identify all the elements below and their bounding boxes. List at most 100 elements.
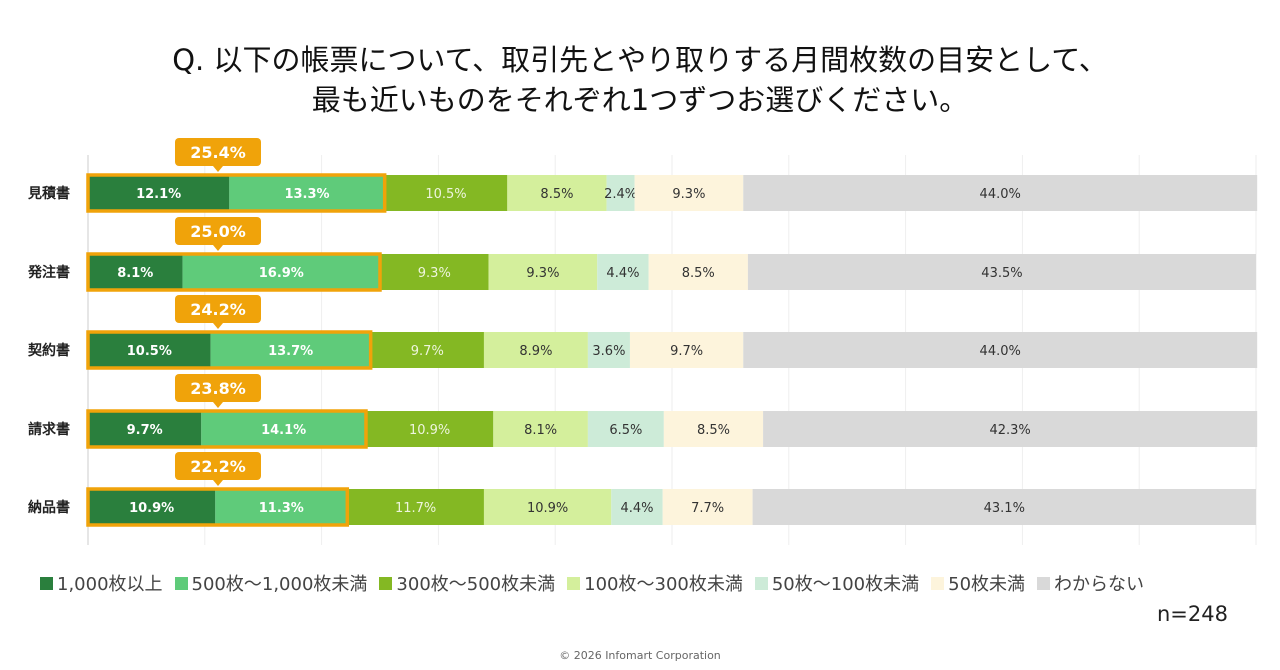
legend-item: 300枚～500枚未満 (379, 570, 555, 596)
highlight-box (86, 330, 373, 370)
title-line-1: Q. 以下の帳票について、取引先とやり取りする月間枚数の目安として、 (172, 43, 1108, 77)
data-label: 13.7% (268, 344, 313, 359)
callout-label: 25.4% (190, 143, 246, 162)
bar-segment (648, 254, 748, 290)
bar-segment (88, 175, 230, 211)
legend-swatch (931, 576, 945, 590)
data-label: 8.1% (117, 266, 153, 281)
data-label: 10.5% (425, 187, 466, 202)
data-label: 10.5% (127, 344, 172, 359)
callout-box (175, 374, 261, 402)
callout-label: 23.8% (190, 379, 246, 398)
highlight-box (86, 173, 387, 213)
data-label: 7.7% (691, 501, 724, 516)
data-label: 9.7% (411, 344, 444, 359)
bar-segment (215, 489, 348, 525)
category-label: 発注書 (27, 264, 70, 281)
data-label: 11.3% (259, 501, 304, 516)
data-label: 9.3% (672, 187, 705, 202)
data-label: 10.9% (129, 501, 174, 516)
bar-segment (763, 411, 1258, 447)
legend-swatch (40, 576, 53, 590)
bar-segment (88, 411, 202, 447)
bar-segment (347, 489, 484, 525)
data-label: 14.1% (261, 423, 306, 438)
callout-pointer (213, 166, 223, 172)
bar-segment (743, 175, 1258, 211)
callout-box (175, 138, 261, 166)
bar-segment (629, 332, 744, 368)
bar-segment (201, 411, 366, 447)
data-label: 12.1% (136, 187, 181, 202)
legend-label: 1,000枚以上 (57, 574, 163, 595)
category-label: 納品書 (28, 499, 70, 516)
legend-swatch (754, 576, 768, 590)
title-line-2: 最も近いものをそれぞれ1つずつお選びください。 (311, 83, 969, 117)
bar-segment (182, 254, 380, 290)
category-label: 見積書 (27, 185, 70, 202)
legend-swatch (174, 576, 188, 590)
bar-segment (483, 332, 588, 368)
data-label: 16.9% (259, 266, 304, 281)
callout-label: 22.2% (190, 457, 246, 476)
copyright: © 2026 Infomart Corporation (559, 649, 721, 662)
legend-label: 500枚～1,000枚未満 (191, 574, 368, 595)
bar-segment (587, 332, 630, 368)
data-label: 44.0% (980, 344, 1021, 359)
bar-segment (365, 411, 494, 447)
legend-label: 50枚～100枚未満 (771, 574, 920, 595)
callout-label: 24.2% (190, 300, 246, 319)
legend-swatch (1037, 576, 1051, 590)
data-label: 3.6% (592, 344, 625, 359)
category-label: 請求書 (28, 421, 70, 438)
legend-label: 100枚～300枚未満 (584, 574, 743, 595)
data-label: 4.4% (620, 501, 653, 516)
bar-segment (611, 489, 663, 525)
bar-segment (663, 411, 764, 447)
bar-segment (483, 489, 612, 525)
data-label: 13.3% (284, 187, 329, 202)
bar-segment (488, 254, 598, 290)
data-label: 43.1% (984, 501, 1025, 516)
callout-box (175, 295, 261, 323)
data-label: 2.4% (604, 187, 637, 202)
data-label: 9.3% (526, 266, 559, 281)
category-label: 契約書 (27, 342, 70, 359)
bar-segment (507, 175, 607, 211)
data-label: 8.9% (519, 344, 552, 359)
bar-segment (88, 332, 211, 368)
callout-box (175, 452, 261, 480)
bar-segment (743, 332, 1258, 368)
highlight-box (86, 252, 382, 292)
bar-segment (229, 175, 385, 211)
bar-segment (88, 489, 216, 525)
legend-item: 100枚～300枚未満 (567, 570, 743, 596)
bar-segment (606, 175, 635, 211)
legend-item: 50枚～100枚未満 (754, 570, 920, 596)
data-label: 9.3% (418, 266, 451, 281)
bar-segment (752, 489, 1256, 525)
data-label: 6.5% (609, 423, 642, 438)
highlight-box (86, 409, 368, 449)
bar-segment (597, 254, 649, 290)
data-label: 42.3% (989, 423, 1030, 438)
legend-label: 50枚未満 (948, 574, 1026, 595)
callout-pointer (213, 245, 223, 251)
data-label: 8.5% (540, 187, 573, 202)
bar-segment (747, 254, 1256, 290)
legend-item: 500枚～1,000枚未満 (174, 570, 368, 596)
legend-item: 1,000枚以上 (40, 570, 163, 596)
data-label: 43.5% (981, 266, 1022, 281)
callout-pointer (213, 480, 223, 486)
data-label: 9.7% (127, 423, 163, 438)
data-label: 10.9% (527, 501, 568, 516)
legend-swatch (567, 576, 581, 590)
data-label: 8.5% (697, 423, 730, 438)
sample-size: n=248 (1157, 602, 1228, 626)
highlight-box (86, 487, 350, 527)
bar-segment (662, 489, 753, 525)
bar-segment (634, 175, 744, 211)
legend-swatch (379, 576, 393, 590)
bar-segment (380, 254, 489, 290)
bar-segment (587, 411, 664, 447)
